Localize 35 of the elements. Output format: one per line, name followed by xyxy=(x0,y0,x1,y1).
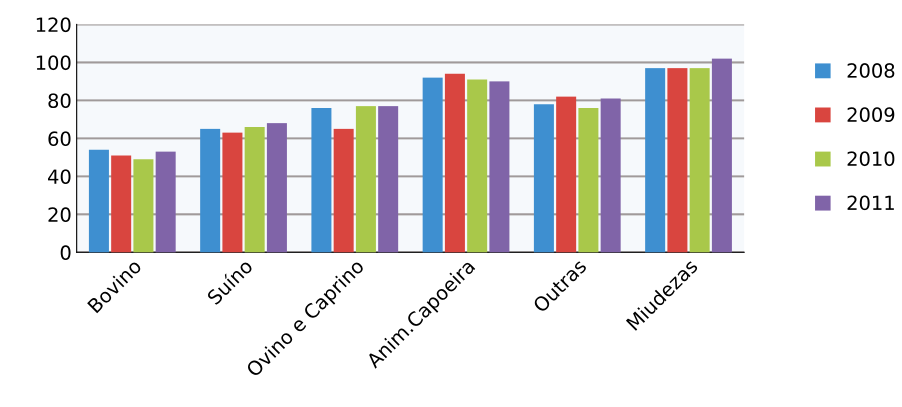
y-tick-label: 40 xyxy=(48,169,71,184)
bar xyxy=(378,106,398,252)
bar xyxy=(156,152,176,252)
bar xyxy=(578,108,598,252)
y-tick-label: 80 xyxy=(48,93,71,108)
bar xyxy=(311,108,332,252)
bar xyxy=(467,80,488,252)
bar xyxy=(444,74,465,252)
bar xyxy=(645,68,666,252)
y-tick-label: 100 xyxy=(36,55,71,70)
y-tick-label: 0 xyxy=(60,245,71,260)
y-tick-label: 20 xyxy=(48,207,71,222)
legend-label: 2011 xyxy=(848,195,894,210)
bar xyxy=(244,126,265,252)
bar xyxy=(111,155,132,252)
bar xyxy=(334,128,354,252)
bar xyxy=(667,68,688,252)
bar xyxy=(712,58,732,252)
y-tick-label: 60 xyxy=(48,131,71,146)
bar xyxy=(422,78,443,252)
bar xyxy=(556,96,576,252)
bar xyxy=(200,128,220,252)
legend-label: 2010 xyxy=(848,151,894,166)
legend-label: 2008 xyxy=(848,63,894,78)
bar xyxy=(690,68,710,252)
bar xyxy=(266,123,287,252)
bar xyxy=(534,104,554,252)
bar xyxy=(133,159,154,252)
bar xyxy=(222,132,242,252)
bar xyxy=(489,81,510,252)
bar xyxy=(356,106,376,252)
legend-label: 2009 xyxy=(848,107,894,122)
bar xyxy=(88,150,109,252)
y-tick-label: 120 xyxy=(36,17,71,32)
bar xyxy=(600,98,621,252)
